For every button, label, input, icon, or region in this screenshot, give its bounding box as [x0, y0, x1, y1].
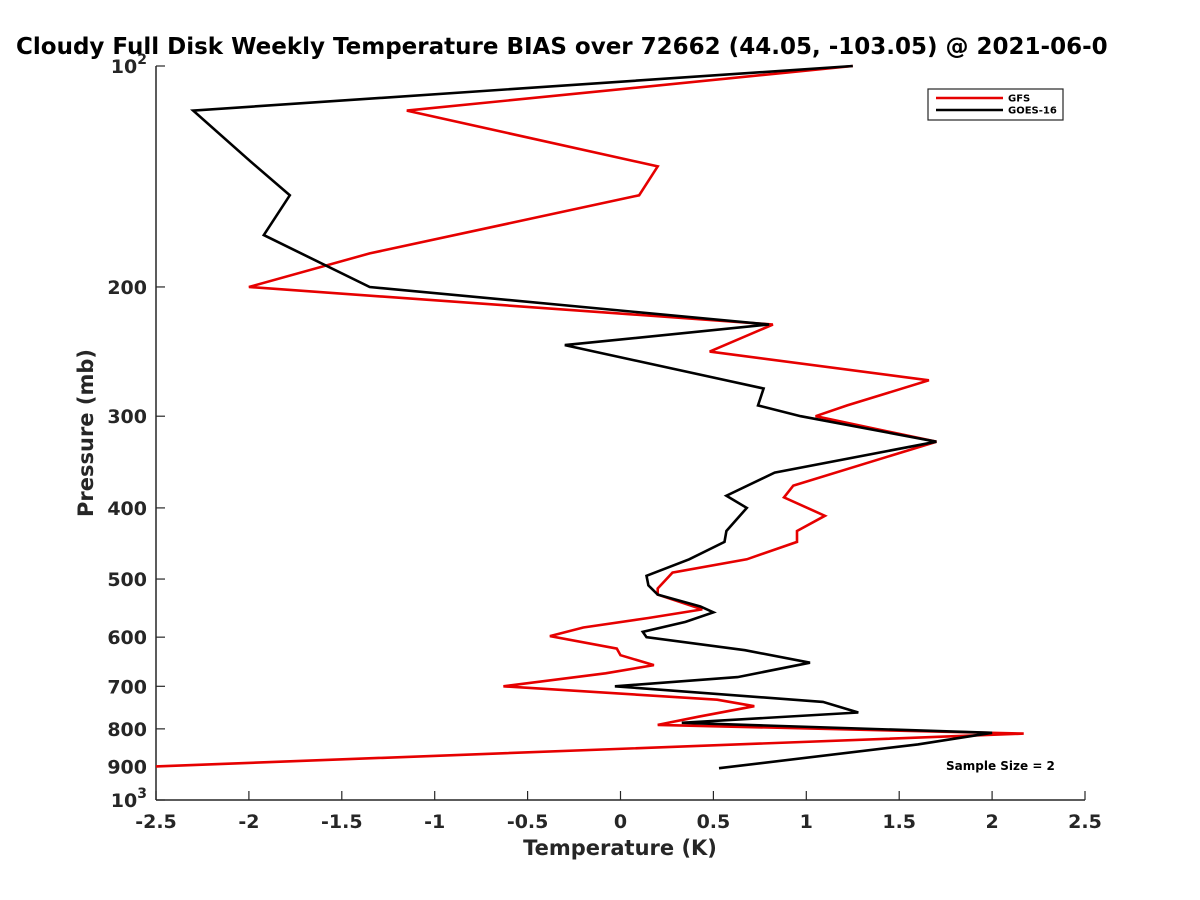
x-tick-label: 0.5 — [697, 811, 731, 833]
sample-size-annotation: Sample Size = 2 — [946, 759, 1055, 773]
legend-label-goes-16: GOES-16 — [1008, 106, 1057, 117]
y-tick-exponent: 2 — [137, 52, 147, 68]
legend-box — [927, 88, 1064, 121]
x-tick-label: -1 — [424, 811, 445, 833]
x-tick-label: -2 — [238, 811, 259, 833]
y-tick-label: 103 — [111, 786, 147, 812]
y-tick-label: 400 — [107, 498, 147, 520]
y-tick-label: 900 — [107, 756, 147, 778]
y-tick-exponent: 3 — [137, 786, 147, 802]
y-tick-base: 10 — [111, 790, 137, 812]
y-tick-label: 200 — [107, 277, 147, 299]
x-tick-label: 0 — [614, 811, 627, 833]
x-tick-label: 1.5 — [882, 811, 916, 833]
y-tick-label: 700 — [107, 676, 147, 698]
series-layer — [155, 64, 1024, 770]
legend: GFS GOES-16 — [927, 88, 1064, 121]
x-tick-label: 2.5 — [1068, 811, 1102, 833]
y-tick-label: 800 — [107, 719, 147, 741]
x-tick-label: -0.5 — [507, 811, 549, 833]
y-tick-label: 102 — [111, 52, 147, 78]
y-axis-title: Pressure (mb) — [74, 349, 98, 517]
series-line-goes-16 — [190, 64, 993, 770]
y-tick-base: 10 — [111, 56, 137, 78]
x-tick-label: 1 — [800, 811, 813, 833]
x-tick-label: -1.5 — [321, 811, 363, 833]
series-line-gfs — [155, 64, 1024, 768]
y-tick-label: 600 — [107, 627, 147, 649]
legend-label-gfs: GFS — [1008, 94, 1030, 105]
x-tick-label: 2 — [985, 811, 998, 833]
y-tick-label: 500 — [107, 569, 147, 591]
y-tick-label: 300 — [107, 406, 147, 428]
x-axis-title: Temperature (K) — [523, 836, 717, 860]
x-axis-ticks: -2.5 -2 -1.5 -1 -0.5 0 0.5 1 1.5 2 2.5 — [135, 791, 1102, 833]
chart-title: Cloudy Full Disk Weekly Temperature BIAS… — [16, 34, 1108, 60]
x-tick-label: -2.5 — [135, 811, 177, 833]
